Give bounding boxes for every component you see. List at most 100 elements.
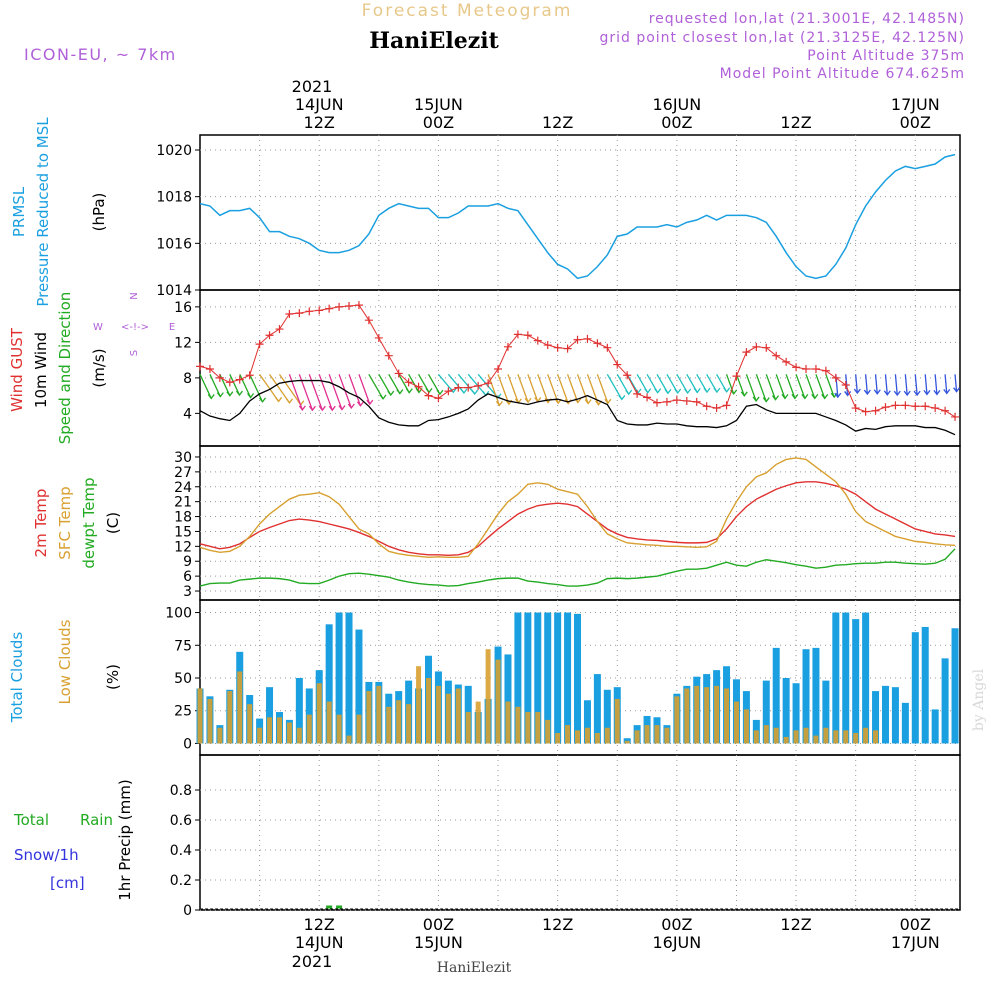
wind-arrow-head	[883, 390, 891, 396]
y-tick-label: 0.8	[170, 783, 192, 799]
precip-snow-label: Snow/1h	[14, 846, 79, 864]
wind-gust-point	[732, 372, 741, 381]
wind-gust-point	[305, 307, 314, 316]
wind-arrow-head	[604, 398, 612, 405]
total-cloud-bar	[891, 687, 899, 744]
low-cloud-bar	[336, 714, 342, 744]
bottom-date-label: 14JUN	[295, 933, 344, 952]
wind-arrow-head	[216, 392, 224, 398]
wind-gust-point	[494, 365, 503, 373]
low-cloud-bar	[267, 717, 273, 744]
low-cloud-bar	[614, 698, 620, 744]
top-hour-label: 12Z	[542, 113, 573, 132]
wind-direction-arrow	[308, 374, 323, 411]
low-cloud-bar	[843, 730, 849, 744]
bottom-date-label: 15JUN	[414, 933, 463, 952]
wind-arrow-head	[618, 395, 626, 401]
wind-direction-arrow	[765, 374, 777, 400]
low-cloud-bar	[753, 730, 759, 744]
low-cloud-bar	[743, 709, 749, 744]
total-cloud-bar	[951, 628, 959, 744]
wind-direction-arrow	[775, 374, 786, 399]
wind-gust-point	[662, 397, 671, 406]
low-cloud-bar	[425, 678, 431, 744]
wind-arrow-head	[584, 399, 592, 405]
y-tick-label: 25	[174, 704, 192, 720]
wind-gust-point	[464, 383, 473, 392]
wind-gust-point	[682, 396, 691, 405]
wind-gust-point	[563, 344, 572, 353]
wind-arrow-head	[863, 389, 871, 396]
panel-frame	[199, 445, 961, 601]
wind-gust-point	[354, 301, 363, 310]
pressure-label-prmsl: PRMSL	[10, 186, 28, 237]
low-cloud-bar	[714, 685, 720, 744]
wind-gust-point	[533, 336, 542, 345]
wind-gust-point	[762, 343, 771, 352]
wind-direction-arrow	[507, 374, 519, 404]
wind-arrow-head	[933, 390, 941, 396]
total-cloud-bar	[295, 678, 303, 744]
wind-arrow-head	[913, 390, 921, 397]
wind-compass: W <-!-> E N S	[93, 292, 175, 356]
y-tick-label: 24	[174, 480, 192, 496]
wind-arrow-head	[275, 397, 283, 403]
wind-arrow-head	[387, 390, 395, 397]
total-cloud-bar	[931, 709, 939, 744]
wind-direction-arrow	[874, 374, 878, 394]
wind-direction-arrow	[934, 374, 938, 395]
wind-gust-point	[871, 406, 880, 415]
low-cloud-bar	[565, 725, 571, 744]
top-date-label: 15JUN	[414, 95, 463, 114]
top-hour-label: 00Z	[423, 113, 454, 132]
wind-direction-arrow	[815, 374, 826, 399]
y-tick-label: 4	[183, 406, 192, 422]
pressure-unit-label: (hPa)	[90, 193, 108, 232]
wind-arrow-head	[356, 401, 364, 407]
y-tick-label: 0.4	[170, 843, 192, 859]
wind-direction-arrow	[348, 374, 362, 406]
total-cloud-bar	[574, 613, 582, 744]
wind-direction-arrow	[517, 374, 529, 403]
wind-gust-point	[603, 343, 612, 352]
wind-direction-arrow	[785, 374, 796, 399]
wind-arrow-head	[207, 394, 215, 400]
wind-arrow-head	[318, 405, 326, 412]
bottom-hour-label: 12Z	[780, 915, 811, 934]
total-cloud-bar	[822, 680, 830, 744]
total-cloud-bar	[335, 612, 343, 744]
y-tick-label: 6	[183, 569, 192, 585]
temp-line-1	[199, 457, 956, 558]
wind-gust-point	[404, 378, 413, 387]
wind-arrow-head	[366, 399, 374, 406]
wind-arrow-head	[235, 390, 243, 397]
wind-gust-point	[265, 331, 274, 340]
temp-sfc-label: SFC Temp	[56, 486, 74, 559]
total-cloud-bar	[603, 689, 611, 744]
low-cloud-bar	[684, 688, 690, 744]
y-tick-label: 27	[174, 465, 192, 481]
wind-gust-point	[424, 391, 433, 400]
point-altitude: Point Altitude 375m	[807, 48, 965, 64]
wind-direction-arrow	[924, 374, 928, 395]
wind-gust-point	[205, 365, 214, 373]
low-cloud-bar	[525, 712, 531, 744]
total-cloud-bar	[792, 683, 800, 744]
wind-arrow-head	[634, 388, 642, 395]
wind-direction-arrow	[755, 374, 767, 402]
y-tick-label: 1018	[156, 190, 192, 206]
wind-arrow-head	[347, 403, 355, 410]
wind-gust-point	[414, 382, 423, 391]
y-tick-label: 100	[165, 606, 192, 622]
low-cloud-bar	[873, 730, 879, 744]
wind-gust-point	[811, 365, 820, 373]
wind-gust-point	[951, 412, 960, 421]
wind-arrow-head	[258, 397, 267, 403]
y-tick-label: 16	[174, 300, 192, 316]
low-cloud-bar	[644, 725, 650, 744]
total-cloud-bar	[593, 674, 601, 744]
wind-gust-point	[633, 389, 642, 398]
low-cloud-bar	[783, 736, 789, 744]
wind-gust-point	[434, 394, 443, 403]
